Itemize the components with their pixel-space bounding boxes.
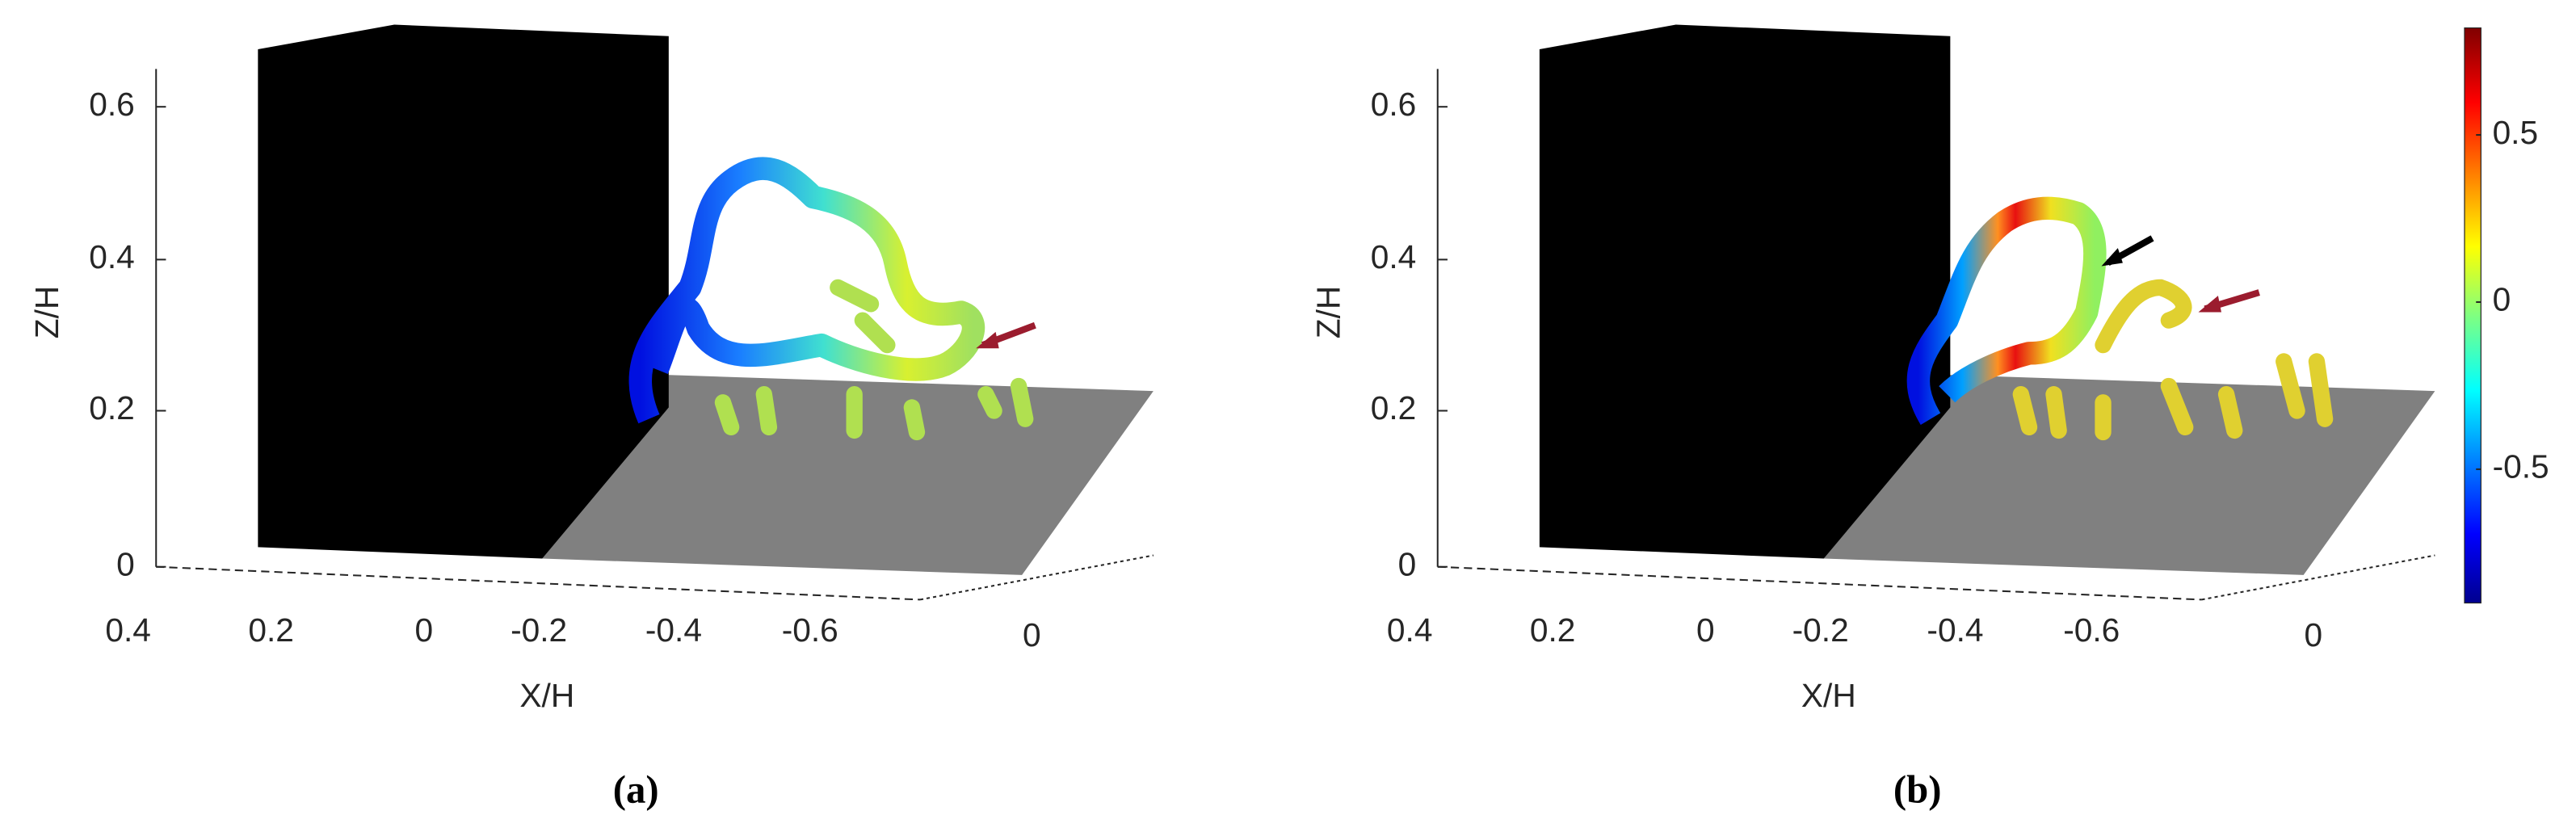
panel: 0.6 0.4 0.2 0 Z/H 0.4 0.2 0 -0.2 -0.4 -0.6 X/H 0 (a) bbox=[28, 24, 1154, 812]
x-tick-label: -0.4 bbox=[645, 611, 702, 649]
cube bbox=[1539, 24, 1951, 559]
x-axis bbox=[1437, 565, 2202, 601]
x-tick-label: 0.2 bbox=[248, 611, 294, 649]
z-tick-label: 0 bbox=[1398, 545, 1417, 582]
arrow-head bbox=[2101, 248, 2123, 267]
x-axis bbox=[156, 565, 921, 601]
z-tick-label: 0 bbox=[116, 545, 135, 582]
arrow-head bbox=[976, 331, 999, 349]
x-tick-label: 0 bbox=[1696, 611, 1715, 649]
x-tick-label: -0.2 bbox=[511, 611, 567, 649]
x-tick-label: 0.4 bbox=[1387, 611, 1433, 649]
vortex-fragments bbox=[714, 279, 1034, 441]
x-tick-label: -0.6 bbox=[782, 611, 838, 649]
y-tick-label: 0 bbox=[2305, 616, 2323, 653]
colorbar-tick-label: 0 bbox=[2493, 281, 2511, 318]
z-tick-label: 0.6 bbox=[1371, 86, 1417, 123]
colorbar bbox=[2464, 27, 2481, 604]
ground-plane bbox=[542, 374, 1154, 575]
x-tick-label: 0.4 bbox=[105, 611, 151, 649]
panel: 0.6 0.4 0.2 0 Z/H 0.4 0.2 0 -0.2 -0.4 -0.6 X/H 0 (b) bbox=[1309, 24, 2435, 812]
cube bbox=[258, 24, 669, 559]
caption: (a) bbox=[613, 768, 659, 812]
colorbar-tick-label: -0.5 bbox=[2493, 448, 2549, 485]
x-axis-label: X/H bbox=[519, 677, 574, 714]
x-axis-label: X/H bbox=[1801, 677, 1856, 714]
x-tick-label: -0.4 bbox=[1927, 611, 1983, 649]
caption: (b) bbox=[1893, 768, 1942, 812]
z-tick-label: 0.6 bbox=[89, 86, 135, 123]
x-tick-label: 0.2 bbox=[1530, 611, 1576, 649]
vortex-fragments bbox=[2012, 279, 2334, 441]
z-tick-label: 0.2 bbox=[89, 389, 135, 426]
ground-plane bbox=[1823, 374, 2435, 575]
z-axis-label: Z/H bbox=[1309, 286, 1347, 339]
vortex-surface bbox=[628, 157, 985, 424]
x-tick-label: -0.6 bbox=[2063, 611, 2120, 649]
z-tick-label: 0.4 bbox=[1371, 238, 1417, 275]
z-axis-label: Z/H bbox=[28, 286, 65, 339]
x-tick-label: -0.2 bbox=[1792, 611, 1849, 649]
z-tick-label: 0.4 bbox=[89, 238, 135, 275]
y-axis bbox=[2201, 554, 2435, 601]
vortex-surface bbox=[1906, 196, 2107, 425]
x-tick-label: 0 bbox=[414, 611, 433, 649]
z-tick-label: 0.2 bbox=[1371, 389, 1417, 426]
y-tick-label: 0 bbox=[1023, 616, 1041, 653]
arrow-head bbox=[2198, 296, 2221, 313]
y-axis bbox=[919, 554, 1154, 601]
colorbar-tick-label: 0.5 bbox=[2493, 114, 2539, 151]
figure-body: 0.60.40.20Z/H0.4 0.2 0 -0.2 -0.4 -0.6X/H0(a)0… bbox=[28, 24, 2549, 812]
